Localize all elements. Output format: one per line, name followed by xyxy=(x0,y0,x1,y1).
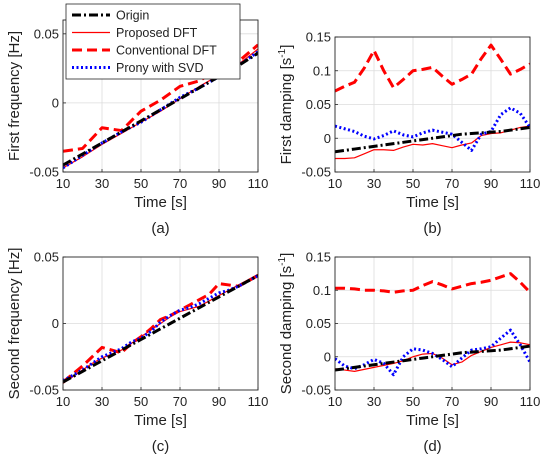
legend-label: Origin xyxy=(116,9,149,23)
x-tick-label: 10 xyxy=(56,176,70,191)
x-tick-label: 110 xyxy=(248,176,269,191)
x-tick-label: 90 xyxy=(212,394,226,409)
series-line-origin xyxy=(63,274,258,384)
series-line-origin xyxy=(335,344,530,372)
x-tick-label: 10 xyxy=(328,176,342,191)
y-tick-label: 0 xyxy=(52,95,59,110)
series-line-conventional-dft xyxy=(335,43,530,93)
panel-caption: (b) xyxy=(423,220,441,237)
x-tick-label: 10 xyxy=(56,394,70,409)
legend: Origin Proposed DFT Conventional DFT Prony … xyxy=(65,3,241,80)
x-tick-label: 110 xyxy=(520,394,541,409)
series-line-prony-with-svd xyxy=(335,106,530,152)
series-line-conventional-dft xyxy=(63,43,258,153)
chart-panel-c: 10 30 50 70 90 110 -0.05 0 0.05 Time [s] Second fr… xyxy=(6,248,268,455)
y-axis-label: First frequency [Hz] xyxy=(6,31,23,161)
x-axis-label: Time [s] xyxy=(134,194,187,211)
y-axis-label: Second damping [s-1] xyxy=(277,253,295,395)
chart-panels: 10 30 50 70 90 110 -0.05 0 0.05 Time [s] First fre… xyxy=(6,19,540,456)
panel-caption: (d) xyxy=(423,438,441,455)
x-tick-label: 70 xyxy=(445,176,459,191)
x-tick-label: 30 xyxy=(367,176,381,191)
series-line-prony-with-svd xyxy=(63,50,258,170)
y-tick-label: -0.05 xyxy=(301,383,331,398)
x-axis-label: Time [s] xyxy=(406,412,459,429)
y-tick-label: 0.15 xyxy=(306,250,331,265)
x-axis-label: Time [s] xyxy=(406,194,459,211)
series-line-conventional-dft xyxy=(63,274,258,384)
x-tick-label: 30 xyxy=(95,176,109,191)
y-tick-label: 0 xyxy=(324,131,331,146)
y-tick-label: 0.05 xyxy=(34,26,59,41)
x-tick-label: 30 xyxy=(367,394,381,409)
chart-panel-b: 10 30 50 70 90 110 -0.05 0 0.05 0.1 0.15 Time [s] Fi… xyxy=(277,30,540,238)
series-line-prony-with-svd xyxy=(335,328,530,377)
x-tick-label: 50 xyxy=(134,394,148,409)
series-line-origin xyxy=(335,125,530,154)
x-tick-label: 70 xyxy=(173,176,187,191)
x-tick-label: 110 xyxy=(520,176,541,191)
x-tick-label: 50 xyxy=(406,394,420,409)
x-tick-label: 90 xyxy=(484,176,498,191)
series-line-proposed-dft xyxy=(335,125,530,160)
y-tick-label: -0.05 xyxy=(29,165,59,180)
legend-label: Prony with SVD xyxy=(116,61,204,75)
x-tick-label: 90 xyxy=(484,394,498,409)
y-tick-label: 0 xyxy=(52,316,59,331)
series-line-conventional-dft xyxy=(335,272,530,294)
x-axis-label: Time [s] xyxy=(134,412,187,429)
x-tick-label: 50 xyxy=(406,176,420,191)
y-tick-label: 0.1 xyxy=(313,283,331,298)
y-tick-label: 0.05 xyxy=(34,250,59,265)
x-tick-label: 10 xyxy=(328,394,342,409)
legend-label: Conventional DFT xyxy=(116,44,217,58)
x-tick-label: 70 xyxy=(173,394,187,409)
series-group xyxy=(63,273,258,384)
series-line-prony-with-svd xyxy=(63,274,258,383)
x-tick-label: 110 xyxy=(248,394,269,409)
chart-panel-d: 10 30 50 70 90 110 -0.05 0 0.05 0.1 0.15 Time [s] Se… xyxy=(277,250,540,456)
panel-caption: (c) xyxy=(152,438,170,455)
y-tick-label: 0 xyxy=(324,349,331,364)
x-tick-label: 50 xyxy=(134,176,148,191)
y-tick-label: 0.05 xyxy=(306,97,331,112)
y-axis-label: First damping [s-1] xyxy=(277,45,295,165)
y-tick-label: 0.05 xyxy=(306,316,331,331)
series-group xyxy=(335,43,530,160)
x-tick-label: 70 xyxy=(445,394,459,409)
x-tick-label: 30 xyxy=(95,394,109,409)
x-tick-label: 90 xyxy=(212,176,226,191)
y-tick-label: -0.05 xyxy=(301,165,331,180)
y-axis-label: Second frequency [Hz] xyxy=(6,248,23,400)
series-line-origin xyxy=(63,51,258,167)
panel-caption: (a) xyxy=(151,220,169,237)
y-tick-label: 0.1 xyxy=(313,63,331,78)
y-tick-label: -0.05 xyxy=(29,383,59,398)
y-tick-label: 0.15 xyxy=(306,30,331,45)
legend-label: Proposed DFT xyxy=(116,26,198,40)
series-group xyxy=(335,272,530,377)
